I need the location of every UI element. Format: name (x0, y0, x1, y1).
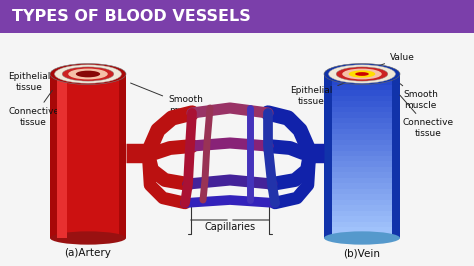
Polygon shape (324, 167, 400, 172)
Polygon shape (57, 74, 67, 238)
Polygon shape (324, 80, 400, 85)
Polygon shape (324, 222, 400, 227)
Ellipse shape (50, 231, 126, 245)
Ellipse shape (62, 67, 114, 81)
Polygon shape (324, 178, 400, 183)
Polygon shape (324, 134, 400, 140)
Ellipse shape (68, 69, 108, 80)
Polygon shape (324, 145, 400, 151)
Polygon shape (324, 96, 400, 101)
Text: TYPES OF BLOOD VESSELS: TYPES OF BLOOD VESSELS (12, 9, 251, 24)
Ellipse shape (55, 65, 121, 83)
Polygon shape (324, 151, 400, 156)
Ellipse shape (328, 65, 395, 83)
Polygon shape (324, 129, 400, 134)
Polygon shape (324, 74, 400, 80)
Ellipse shape (324, 64, 400, 84)
Polygon shape (324, 112, 400, 118)
Polygon shape (324, 183, 400, 189)
Polygon shape (324, 140, 400, 145)
Polygon shape (324, 118, 400, 123)
Polygon shape (324, 101, 400, 107)
Polygon shape (324, 123, 400, 129)
Text: (a)Artery: (a)Artery (64, 248, 111, 258)
Text: Epithelial
tissue: Epithelial tissue (290, 81, 349, 106)
Ellipse shape (349, 70, 375, 78)
Text: Capillaries: Capillaries (204, 222, 255, 232)
Polygon shape (324, 194, 400, 200)
Text: Smooth
muscle: Smooth muscle (130, 83, 203, 115)
Polygon shape (324, 85, 400, 90)
Text: Epithelial
tissue: Epithelial tissue (8, 72, 80, 92)
Ellipse shape (76, 71, 100, 77)
Polygon shape (324, 74, 332, 238)
Polygon shape (324, 227, 400, 232)
Text: (b)Vein: (b)Vein (344, 248, 381, 258)
Text: Connective
tissue: Connective tissue (400, 95, 454, 138)
Polygon shape (57, 74, 119, 238)
Ellipse shape (342, 69, 382, 80)
Text: Connective
tissue: Connective tissue (8, 90, 59, 127)
FancyBboxPatch shape (0, 0, 474, 33)
Polygon shape (324, 172, 400, 178)
Ellipse shape (355, 72, 369, 76)
Polygon shape (324, 156, 400, 161)
Polygon shape (324, 232, 400, 238)
Polygon shape (324, 107, 400, 112)
Polygon shape (324, 205, 400, 211)
Text: Value: Value (365, 53, 415, 70)
Polygon shape (50, 74, 126, 238)
Ellipse shape (50, 64, 126, 84)
Polygon shape (324, 90, 400, 96)
Polygon shape (324, 161, 400, 167)
Text: Smooth
muscle: Smooth muscle (400, 84, 438, 110)
Polygon shape (324, 216, 400, 222)
Polygon shape (324, 189, 400, 194)
Ellipse shape (336, 67, 388, 81)
Polygon shape (324, 211, 400, 216)
Polygon shape (392, 74, 400, 238)
Ellipse shape (324, 231, 400, 245)
Polygon shape (324, 200, 400, 205)
